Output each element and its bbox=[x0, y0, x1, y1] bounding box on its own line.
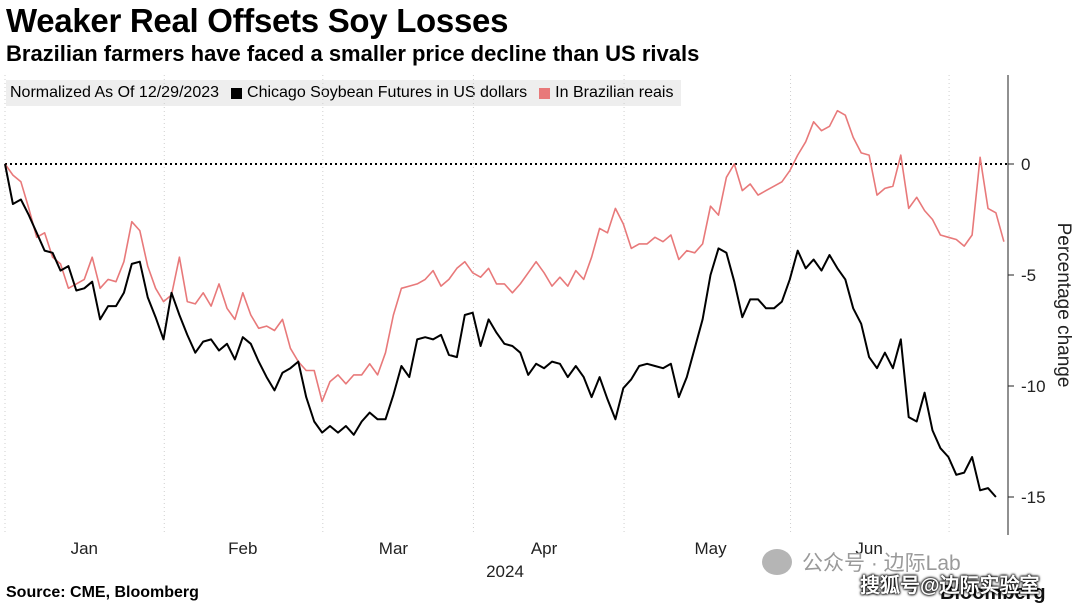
series-layer bbox=[4, 109, 1005, 498]
legend: Normalized As Of 12/29/2023 Chicago Soyb… bbox=[6, 80, 682, 106]
x-tick-label-jan: Jan bbox=[71, 539, 98, 558]
x-tick-label-may: May bbox=[694, 539, 727, 558]
chart-subtitle: Brazilian farmers have faced a smaller p… bbox=[6, 41, 700, 66]
y-tick-label: -10 bbox=[1021, 377, 1046, 396]
x-axis-year-label: 2024 bbox=[486, 562, 524, 581]
series-line-brl bbox=[4, 109, 1005, 403]
watermark-sohu: 搜狐号@边际实验室 bbox=[860, 575, 1040, 597]
legend-swatch-usd bbox=[231, 87, 243, 99]
wechat-icon bbox=[762, 549, 792, 575]
bloomberg-logo: Bloomberg bbox=[940, 582, 1046, 604]
x-tick-label-feb: Feb bbox=[228, 539, 257, 558]
watermark-wechat: 公众号 · 边际Lab bbox=[762, 547, 961, 577]
axis-layer: 0 -5 -10 -15 Jan Feb Mar Apr May Jun bbox=[5, 75, 1046, 558]
y-tick-label: -15 bbox=[1021, 488, 1046, 507]
grid-layer bbox=[4, 75, 950, 535]
legend-label-usd: Chicago Soybean Futures in US dollars bbox=[247, 84, 528, 101]
legend-swatch-brl bbox=[539, 87, 551, 99]
x-tick-label-apr: Apr bbox=[531, 539, 558, 558]
watermark-wechat-text: 公众号 · 边际Lab bbox=[802, 552, 961, 575]
chart-title: Weaker Real Offsets Soy Losses bbox=[6, 2, 509, 39]
x-tick-label-jun: Jun bbox=[855, 539, 882, 558]
x-tick-label-mar: Mar bbox=[379, 539, 409, 558]
legend-note: Normalized As Of 12/29/2023 bbox=[10, 84, 220, 101]
source-note: Source: CME, Bloomberg bbox=[6, 584, 199, 601]
y-axis-label: Percentage change bbox=[1053, 223, 1074, 388]
legend-item-usd: Chicago Soybean Futures in US dollars bbox=[231, 84, 527, 102]
series-line-usd bbox=[4, 163, 997, 498]
y-tick-label: -5 bbox=[1021, 266, 1036, 285]
y-tick-label: 0 bbox=[1021, 155, 1030, 174]
legend-item-brl: In Brazilian reais bbox=[539, 84, 673, 102]
legend-label-brl: In Brazilian reais bbox=[555, 84, 674, 101]
